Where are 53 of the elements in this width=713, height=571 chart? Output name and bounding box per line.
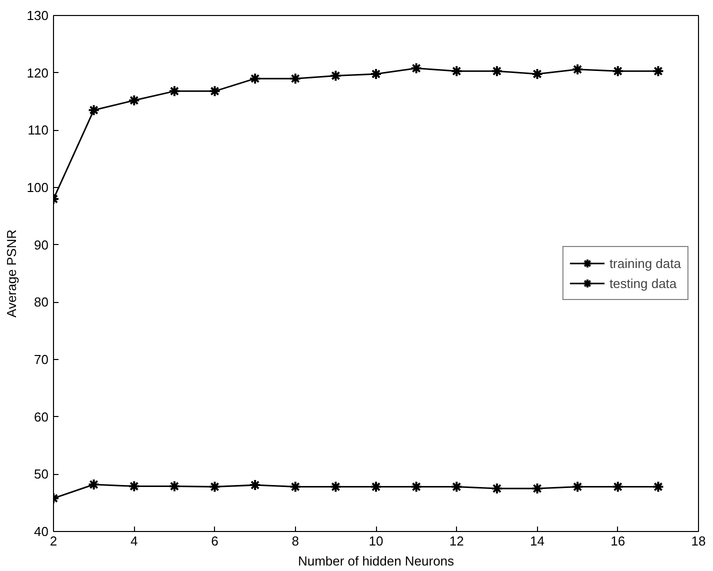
y-tick-label: 90 (34, 237, 49, 252)
y-tick-label: 80 (34, 294, 49, 310)
x-tick-label: 8 (292, 534, 299, 548)
y-tick-label: 40 (34, 524, 49, 539)
point (370, 68, 382, 80)
point (168, 85, 180, 98)
point (208, 85, 221, 98)
point (490, 482, 503, 494)
point (652, 480, 664, 493)
x-tick-label: 4 (130, 534, 138, 548)
point (572, 480, 584, 493)
point (289, 480, 302, 493)
point (531, 68, 544, 80)
legend-label: training data (609, 256, 681, 270)
point (88, 478, 100, 490)
x-tick-label: 6 (211, 534, 218, 548)
x-tick-label: 14 (530, 534, 544, 548)
point (612, 480, 624, 493)
legend-label: testing data (609, 276, 677, 290)
point (490, 65, 503, 78)
point (208, 480, 221, 493)
point (289, 72, 302, 85)
point (249, 479, 262, 492)
point (370, 480, 382, 493)
y-tick-label: 110 (28, 122, 49, 138)
y-tick-label: 70 (34, 352, 49, 367)
point (450, 480, 463, 493)
y-tick-label: 50 (34, 466, 49, 482)
point (168, 480, 180, 492)
point (249, 72, 262, 85)
y-tick-label: 60 (34, 409, 49, 424)
point (128, 480, 140, 492)
x-tick-label: 12 (449, 534, 464, 548)
x-axis-title: Number of hidden Neurons (298, 554, 455, 568)
point (612, 65, 624, 78)
point (410, 480, 422, 493)
point (531, 482, 544, 494)
y-tick-label: 120 (26, 65, 49, 80)
y-axis-title: Average PSNR (4, 230, 19, 318)
y-tick-label: 130 (26, 8, 49, 23)
point (572, 63, 584, 76)
x-tick-label: 10 (368, 534, 384, 548)
x-tick-label: 16 (610, 534, 626, 548)
point (652, 65, 664, 78)
point (88, 104, 100, 116)
point (410, 62, 422, 74)
y-tick-label: 100 (26, 180, 49, 195)
x-tick-label: 2 (50, 534, 58, 548)
point (330, 480, 342, 493)
point (330, 70, 342, 82)
point (128, 94, 140, 106)
x-tick-label: 18 (691, 534, 706, 548)
point (450, 65, 463, 78)
